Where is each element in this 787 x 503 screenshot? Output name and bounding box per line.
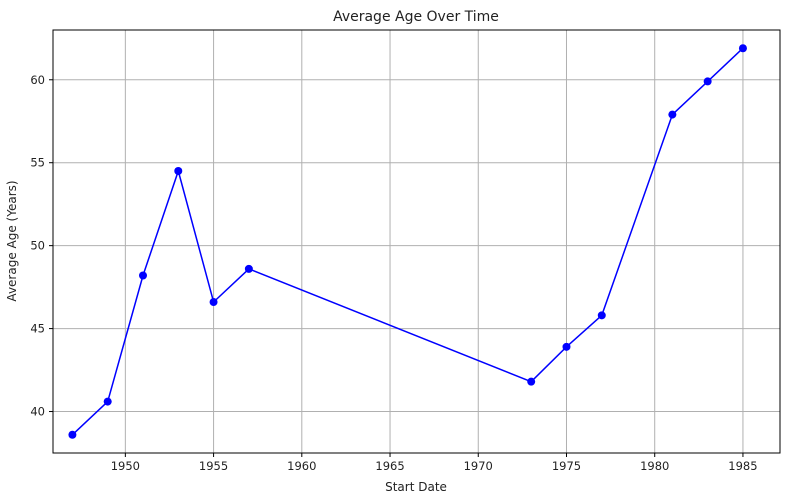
x-tick-label: 1980	[640, 459, 669, 473]
data-point	[738, 44, 747, 53]
data-point	[209, 298, 218, 307]
data-point	[103, 397, 112, 406]
x-tick-label: 1970	[464, 459, 493, 473]
y-tick-label: 40	[30, 405, 45, 419]
plot-frame	[52, 29, 781, 454]
x-axis-label: Start Date	[385, 480, 447, 494]
y-tick-label: 55	[30, 156, 45, 170]
x-tick-label: 1960	[287, 459, 316, 473]
data-point	[527, 377, 536, 386]
grid	[53, 30, 780, 453]
axis-ticks: 1950 1955 1960 1965 1970 1975 1980 1985 40 45 50 55…	[30, 73, 757, 473]
data-point	[244, 264, 253, 273]
data-point	[174, 167, 183, 175]
x-tick-label: 1975	[552, 459, 581, 473]
data-point	[668, 110, 677, 119]
data-point	[138, 271, 147, 280]
x-tick-label: 1950	[111, 459, 140, 473]
series	[68, 44, 747, 439]
data-point	[703, 77, 712, 86]
y-tick-label: 50	[30, 239, 45, 253]
y-tick-label: 60	[30, 73, 45, 87]
y-tick-label: 45	[30, 322, 45, 336]
data-point	[68, 430, 77, 439]
data-point	[562, 342, 571, 351]
chart-title: Average Age Over Time	[333, 9, 499, 25]
x-tick-label: 1965	[375, 459, 404, 473]
x-tick-label: 1955	[199, 459, 228, 473]
data-point	[597, 311, 606, 320]
x-tick-label: 1985	[728, 459, 757, 473]
y-axis-label: Average Age (Years)	[5, 180, 19, 301]
series-line	[71, 47, 744, 436]
